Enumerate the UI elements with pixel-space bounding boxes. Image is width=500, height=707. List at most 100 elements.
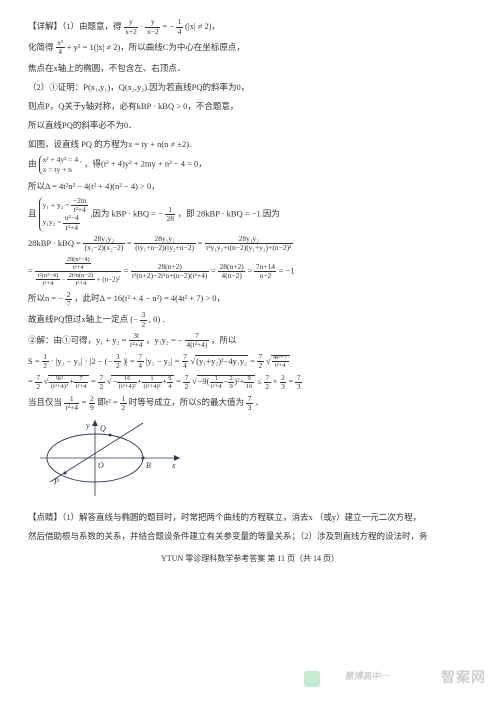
- text: =: [130, 356, 137, 366]
- label-b: B: [146, 461, 151, 470]
- para-line: 然后借助根与系数的关系，并结合题设条件建立有关参变量的等量关系；（2）涉及到直线…: [28, 528, 472, 544]
- fraction: 32: [140, 311, 147, 329]
- text: 28kBP · kBQ =: [28, 238, 83, 248]
- text: ，即 28kBP · kBQ = −1.因为: [178, 208, 280, 218]
- fraction: 74: [182, 353, 189, 371]
- text: ×: [273, 376, 280, 386]
- text: =: [91, 376, 98, 386]
- text: =: [28, 265, 35, 275]
- para-line: 焦点在x轴上的椭圆，不包含左、右顶点．: [28, 60, 472, 76]
- fraction: 72: [257, 353, 264, 371]
- para-line: = 28(n²−4)t²+4 t²(n²−4)t²+4 − 2t²n(n−2)t…: [28, 256, 472, 288]
- text: =: [250, 356, 257, 366]
- para-line: 【详解】（1）由题意，得 yx+2 · yx−2 = − 14 (|x| ≠ 2…: [28, 18, 472, 36]
- para-line: 所以n = − 27 ，此时Δ = 16(t² + 4 − n²) = 4(4t…: [28, 290, 472, 308]
- label-y: y: [85, 421, 90, 430]
- para-line: （2）①证明：P(x₁,y₁)，Q(x₂,y₂).因为若直线PQ的斜率为0，: [28, 79, 472, 95]
- sqrt: −16(t²+4)²+1(t²+4)²+94: [111, 375, 174, 386]
- fraction: 73: [246, 395, 253, 413]
- para-line: 所以直线PQ的斜率必不为0．: [28, 117, 472, 133]
- fraction: 72: [264, 374, 271, 392]
- text: =: [176, 376, 183, 386]
- label-q: Q: [100, 424, 106, 433]
- text: 化简得: [28, 42, 54, 52]
- para-line: 由 x² + 4y² = 4 , x = ty + n ，得(t² + 4)y²…: [28, 155, 472, 175]
- fraction: 32: [114, 353, 121, 371]
- text: 【详解】（1）由题意，得: [28, 21, 122, 31]
- text: =: [211, 265, 218, 275]
- label-p: P: [53, 477, 59, 486]
- sqrt: 9t²(t²+4)²+7t²+4: [48, 375, 88, 386]
- text: ，此时Δ = 16(t² + 4 − n²) = 4(4t² + 7) > 0，: [74, 293, 225, 303]
- fraction: 128: [165, 206, 176, 224]
- text: 故直线PQ恒过x轴上一定点 (−: [28, 314, 138, 324]
- watermark-text: 智案网: [441, 666, 486, 693]
- fraction: yx+2: [124, 18, 139, 36]
- fraction: 7n+14n−2: [254, 263, 276, 281]
- sqrt: 4t²+7t²+4: [271, 355, 290, 366]
- watermark-icon: [304, 671, 320, 687]
- fraction: 1t²+4: [64, 395, 79, 413]
- text: S =: [28, 356, 42, 366]
- para-line: 如图，设直线 PQ 的方程为x = ty + n(n ≠ ±2).: [28, 136, 472, 152]
- fraction: 28y₁y₂(x₁−2)(x₂−2): [83, 235, 125, 253]
- page-footer: YTUN 零诊理科数学参考答案 第 11 页（共 14 页）: [28, 551, 472, 566]
- text: = −1: [279, 265, 295, 275]
- para-line: = 72 √9t²(t²+4)²+7t²+4 = 72 √−16(t²+4)²+…: [28, 373, 472, 391]
- para-line: ②解：由①可得，y₁ + y₂ = 3tt²+4 ，y₁y₂ = − 74(t²…: [28, 332, 472, 350]
- text: + y² = 1(|x| ≠ 2)，所以曲线C为中心在坐标原点，: [67, 42, 245, 52]
- text: 即t² =: [97, 397, 119, 407]
- text: ，y₁y₂ = −: [146, 335, 183, 345]
- para-line: 当且仅当 1t²+4 = 29 即t² = 12 时等号成立，所以S的最大值为 …: [28, 394, 472, 412]
- fraction: yx−2: [145, 18, 160, 36]
- para-line: 且 y₁ + y₂ = −2tnt²+4 y₁y₂ = n²−4t²+4 ,因为…: [28, 197, 472, 232]
- text: |y₁ − y₂| =: [146, 356, 182, 366]
- fraction: 12: [42, 353, 49, 371]
- fraction: 74: [137, 353, 144, 371]
- sqrt: (y₁+y₂)²−4y₁y₂: [195, 355, 248, 366]
- arrow-icon: [92, 420, 98, 426]
- text: 且: [28, 208, 37, 218]
- point-b: [142, 457, 145, 460]
- text: =: [289, 376, 296, 386]
- para-line: 则点P，Q关于y轴对称，必有kBP · kBQ > 0，不合题意，: [28, 98, 472, 114]
- fraction: 72: [35, 374, 42, 392]
- fraction: 28y₁y₂(ty₁+n−2)(ty₂+n−2): [134, 235, 196, 253]
- label-x: x: [171, 461, 176, 470]
- ellipse-diagram: O B P Q x y: [40, 418, 472, 503]
- text: =: [28, 376, 35, 386]
- fraction: 27: [65, 291, 72, 309]
- para-line: 故直线PQ恒过x轴上一定点 (− 32 , 0) .: [28, 311, 472, 329]
- para-line: 化简得 x²4 + y² = 1(|x| ≠ 2)，所以曲线C为中心在坐标原点，: [28, 39, 472, 57]
- para-line: 28kBP · kBQ = 28y₁y₂(x₁−2)(x₂−2) = 28y₁y…: [28, 235, 472, 253]
- text: (|x| ≠ 2)，: [185, 21, 220, 31]
- text: ，所以: [211, 335, 237, 345]
- text: 由: [28, 159, 37, 169]
- point-p: [64, 472, 67, 475]
- cases-brace: y₁ + y₂ = −2tnt²+4 y₁y₂ = n²−4t²+4: [39, 197, 89, 232]
- text: =: [247, 265, 254, 275]
- fraction: 12: [120, 395, 127, 413]
- text: 时等号成立，所以S的最大值为: [129, 397, 244, 407]
- text: · |y₁ − y₂| ·: [51, 356, 90, 366]
- sqrt: −9(1t²+4−29)²+916: [197, 375, 255, 386]
- fraction: x²4: [56, 39, 65, 57]
- point-q: [109, 434, 112, 437]
- cases-brace: x² + 4y² = 4 , x = ty + n: [39, 155, 82, 175]
- fraction: 23: [280, 374, 287, 392]
- text: 当且仅当: [28, 397, 62, 407]
- text: 所以n = −: [28, 293, 63, 303]
- fraction: 72: [183, 374, 190, 392]
- para-line: S = 12 · |y₁ − y₂| · |2 − (− 32 )| = 74 …: [28, 353, 472, 371]
- text: 因为 kBP · kBQ = −: [92, 208, 162, 218]
- fraction: 28y₁y₂t²y₁y₂+t(n−2)(y₁+y₂)+(n−2)²: [205, 235, 293, 253]
- fraction: 28(n²−4)t²+4 t²(n²−4)t²+4 − 2t²n(n−2)t²+…: [35, 256, 122, 288]
- fraction: 28(n+2)t²(n+2)−2t²n+(n−2)(t²+4): [131, 263, 209, 281]
- para-line: 【点睛】（1）解答直线与椭圆的题目时，时常把两个曲线的方程联立，消去x （或y）…: [28, 509, 472, 525]
- text: ): [123, 356, 126, 366]
- fraction: 14: [176, 18, 183, 36]
- para-line: 所以Δ = 4t²n² − 4(t² + 4)(n² − 4) > 0，: [28, 178, 472, 194]
- text: , 0) .: [149, 314, 165, 324]
- fraction: 72: [98, 374, 105, 392]
- text: ．: [255, 397, 264, 407]
